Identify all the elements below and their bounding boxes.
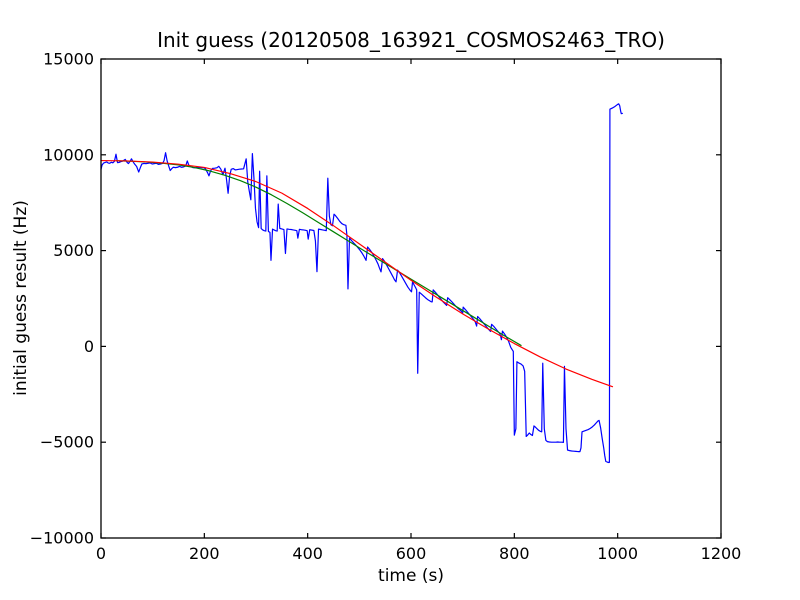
x-tick-label: 0 [96, 544, 106, 563]
x-tick-label: 1000 [597, 544, 638, 563]
y-tick-label: −5000 [40, 433, 94, 452]
y-axis-label: initial guess result (Hz) [11, 200, 31, 396]
y-tick-label: 5000 [53, 241, 94, 260]
series-line-red-curve [100, 159, 614, 388]
axes-frame [100, 58, 722, 539]
x-tick-label: 1200 [701, 544, 742, 563]
y-tick-label: 15000 [43, 50, 94, 69]
series-line-blue-series [100, 103, 623, 464]
x-tick-label: 400 [292, 544, 323, 563]
x-axis-label: time (s) [378, 566, 444, 586]
y-tick-label: 0 [84, 337, 94, 356]
chart-title: Init guess (20120508_163921_COSMOS2463_T… [157, 28, 665, 52]
x-tick-label: 600 [396, 544, 427, 563]
series-line-green-curve [115, 160, 522, 347]
x-tick-label: 800 [499, 544, 530, 563]
x-tick-label: 200 [189, 544, 220, 563]
y-tick-label: 10000 [43, 145, 94, 164]
y-tick-label: −10000 [30, 529, 94, 548]
